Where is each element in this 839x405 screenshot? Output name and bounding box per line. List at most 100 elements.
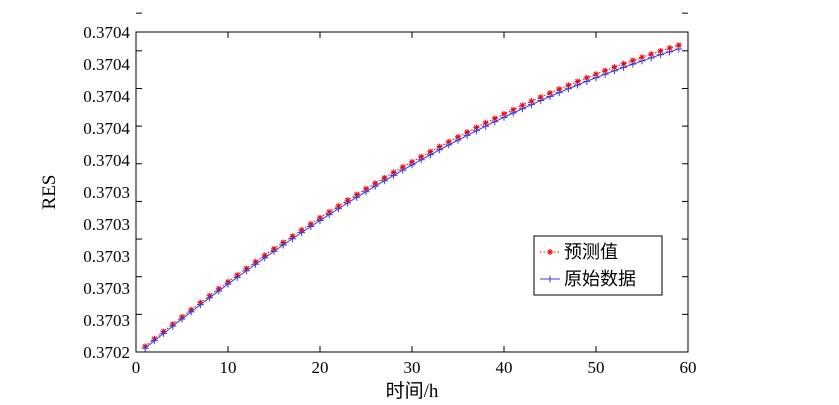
x-tick-label: 30 (404, 358, 421, 377)
data-point (371, 182, 379, 190)
y-tick-label: 0.3702 (83, 343, 130, 362)
series-layer (141, 42, 683, 352)
data-point (160, 329, 168, 337)
data-point (233, 273, 241, 281)
y-tick-label: 0.3703 (83, 311, 130, 330)
data-point (150, 337, 158, 345)
x-tick-label: 40 (496, 358, 513, 377)
data-point (629, 60, 637, 68)
legend-label: 预测值 (564, 242, 618, 263)
data-point (546, 275, 554, 283)
data-point (620, 63, 628, 71)
data-point (629, 57, 636, 64)
data-point (666, 45, 673, 52)
data-point (242, 267, 250, 275)
data-point (574, 78, 581, 85)
y-tick-label: 0.3704 (83, 87, 130, 106)
data-point (252, 260, 260, 268)
data-point (224, 280, 232, 288)
data-point (648, 51, 655, 58)
data-point (353, 193, 361, 201)
legend-item: 原始数据 (540, 269, 636, 290)
x-tick-label: 20 (312, 358, 329, 377)
series-line (144, 44, 679, 347)
data-point (601, 70, 609, 78)
data-point (270, 247, 278, 255)
data-point (583, 77, 591, 85)
plot-area-frame (135, 31, 689, 353)
data-point (537, 97, 545, 105)
x-axis-title: 时间/h (386, 380, 439, 402)
legend-item: 预测值 (540, 242, 618, 263)
legend-label: 原始数据 (564, 269, 636, 290)
y-tick-label: 0.3704 (83, 151, 130, 170)
data-point (325, 211, 333, 219)
data-point (279, 241, 287, 249)
data-point (555, 89, 563, 97)
data-point (547, 249, 553, 255)
y-axis-title: RES (39, 175, 60, 210)
y-tick-label: 0.3703 (83, 247, 130, 266)
data-point (445, 141, 453, 149)
data-point (657, 48, 664, 55)
y-tick-label: 0.3703 (83, 183, 130, 202)
data-point (666, 48, 674, 56)
data-point (602, 67, 609, 74)
data-point (500, 113, 508, 121)
data-point (639, 54, 645, 61)
data-point (675, 45, 683, 53)
data-point (675, 42, 682, 49)
x-tick-label: 0 (132, 358, 141, 377)
data-point (417, 156, 425, 164)
x-tick-label: 50 (588, 358, 605, 377)
data-point (472, 127, 480, 135)
data-point (196, 301, 204, 309)
data-point (169, 322, 177, 330)
y-tick-label: 0.3704 (83, 119, 130, 138)
data-point (334, 205, 342, 213)
data-point (426, 151, 434, 159)
x-axis: 0 10 20 30 40 50 60 (132, 32, 697, 377)
data-point (509, 109, 517, 117)
data-point (141, 344, 149, 352)
data-point (565, 82, 572, 89)
data-point (380, 177, 388, 185)
series-predicted (142, 42, 682, 350)
series-line (144, 48, 679, 349)
series-original-data (141, 45, 683, 352)
data-point (482, 122, 490, 130)
data-point (463, 131, 471, 139)
y-tick-label: 0.3703 (83, 215, 130, 234)
data-point (178, 315, 186, 323)
data-point (611, 64, 618, 71)
data-point (298, 229, 306, 237)
data-point (206, 294, 214, 302)
data-point (574, 81, 582, 89)
data-point (362, 188, 370, 196)
data-point (528, 101, 536, 109)
data-point (491, 118, 499, 126)
data-point (647, 54, 655, 62)
data-point (620, 60, 627, 67)
data-point (518, 105, 526, 113)
data-point (288, 235, 296, 243)
data-point (215, 287, 223, 295)
data-point (593, 71, 599, 78)
data-point (564, 85, 572, 93)
y-tick-label: 0.3704 (83, 23, 130, 42)
data-point (261, 254, 269, 262)
data-point (436, 146, 444, 154)
data-point (307, 223, 315, 231)
data-point (592, 74, 600, 82)
data-point (408, 161, 416, 169)
y-tick-label: 0.3703 (83, 279, 130, 298)
data-point (583, 74, 590, 81)
data-point (344, 199, 352, 207)
x-tick-label: 10 (220, 358, 237, 377)
data-point (454, 136, 462, 144)
data-point (399, 166, 407, 174)
data-point (316, 217, 324, 225)
legend-box (533, 235, 663, 296)
